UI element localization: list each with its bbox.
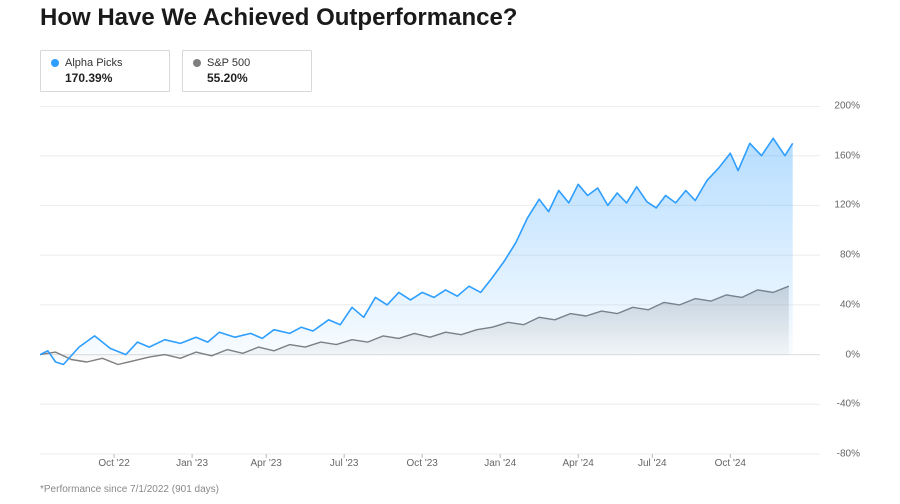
chart-legend: Alpha Picks 170.39% S&P 500 55.20%: [40, 50, 860, 92]
legend-value: 170.39%: [65, 71, 155, 85]
y-tick-label: 40%: [840, 299, 860, 310]
legend-label: S&P 500: [207, 57, 250, 69]
x-tick-label: Jul '24: [638, 458, 667, 469]
legend-dot-icon: [51, 59, 59, 67]
y-tick-label: -80%: [837, 449, 860, 460]
x-tick-label: Jul '23: [330, 458, 359, 469]
legend-value: 55.20%: [207, 71, 297, 85]
chart-footnote: *Performance since 7/1/2022 (901 days): [40, 484, 860, 495]
x-tick-label: Jan '23: [176, 458, 208, 469]
y-tick-label: 0%: [846, 349, 860, 360]
y-tick-label: 160%: [834, 150, 860, 161]
x-tick-label: Jan '24: [484, 458, 516, 469]
legend-dot-icon: [193, 59, 201, 67]
performance-chart: -80%-40%0%40%80%120%160%200% Oct '22Jan …: [40, 106, 860, 476]
x-axis-labels: Oct '22 Jan '23 Apr '23 Jul '23 Oct '23 Jan '…: [40, 458, 820, 476]
y-tick-label: -40%: [837, 399, 860, 410]
y-axis-labels: -80%-40%0%40%80%120%160%200%: [824, 106, 860, 454]
page-title: How Have We Achieved Outperformance?: [40, 4, 860, 32]
chart-svg: [40, 106, 860, 476]
x-tick-label: Oct '23: [407, 458, 438, 469]
x-tick-label: Apr '24: [563, 458, 594, 469]
legend-item-0[interactable]: Alpha Picks 170.39%: [40, 50, 170, 92]
x-tick-label: Oct '22: [98, 458, 129, 469]
legend-item-1[interactable]: S&P 500 55.20%: [182, 50, 312, 92]
y-tick-label: 80%: [840, 250, 860, 261]
y-tick-label: 200%: [834, 101, 860, 112]
legend-label: Alpha Picks: [65, 57, 122, 69]
x-tick-label: Oct '24: [715, 458, 746, 469]
y-tick-label: 120%: [834, 200, 860, 211]
x-tick-label: Apr '23: [251, 458, 282, 469]
